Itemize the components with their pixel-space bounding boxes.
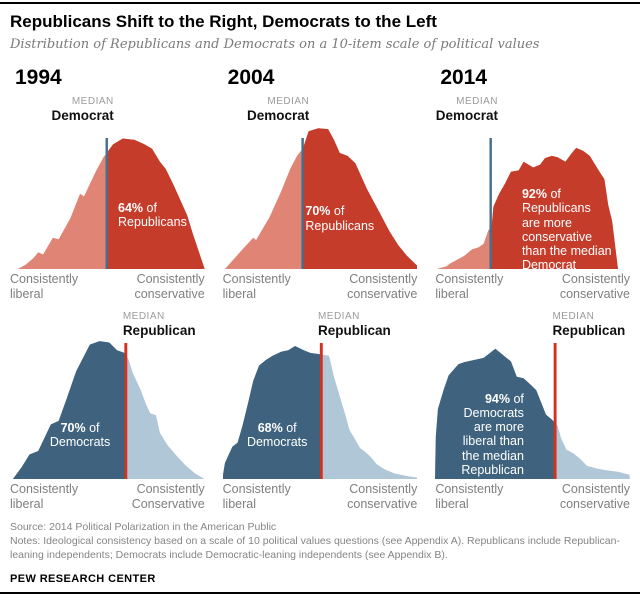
- axis-label-liberal: Consistently liberal: [222, 482, 291, 511]
- median-kicker-label: MEDIAN: [552, 311, 595, 322]
- median-party-label: Republican: [317, 323, 391, 338]
- distribution-curve-republicans-2014: [437, 138, 619, 269]
- median-marker-label: MEDIAN Republican: [123, 311, 196, 338]
- median-party-label: Republican: [552, 323, 626, 338]
- bottom-rule: [0, 592, 640, 595]
- median-kicker-label: MEDIAN: [456, 96, 499, 107]
- axis-label-liberal: Consistently liberal: [435, 272, 504, 301]
- distribution-curve-democrats-2004: [222, 343, 418, 479]
- axis-label-conservative: Consistently Conservative: [131, 482, 205, 511]
- axis-labels: Consistently liberal Consistently conservat…: [435, 272, 630, 301]
- year-heading-1994: 1994: [15, 66, 62, 89]
- axis-label-liberal: Consistently liberal: [435, 482, 504, 511]
- median-marker-label: MEDIAN Democrat: [436, 96, 498, 123]
- median-kicker-label: MEDIAN: [71, 96, 114, 107]
- pct-annotation-republicans-2004: 70% of Republicans: [305, 204, 375, 233]
- axis-labels: Consistently liberal Consistently conservat…: [435, 482, 630, 511]
- page-subtitle: Distribution of Republicans and Democrat…: [10, 37, 540, 52]
- distribution-curve-republicans-2004: [224, 128, 418, 269]
- chart-panel-republicans-2014: 2014 MEDIAN Democrat 92% of Republicans are m…: [435, 52, 630, 301]
- axis-label-conservative: Consistently conservative: [559, 272, 630, 301]
- median-kicker-label: MEDIAN: [122, 311, 165, 322]
- pct-annotation-republicans-2014: 92% of Republicans are more conservative tha…: [521, 187, 612, 273]
- axis-label-liberal: Consistently liberal: [10, 272, 79, 301]
- median-marker-label: MEDIAN Republican: [318, 311, 391, 338]
- axis-label-conservative: Consistently conservative: [347, 482, 418, 511]
- chart-panel-republicans-1994: 1994 MEDIAN Democrat 64% of Republicans Consi…: [10, 52, 205, 301]
- distribution-curve-democrats-2014: [435, 343, 630, 479]
- distribution-plot: 68% of Democrats: [222, 339, 418, 479]
- median-party-label: Democrat: [247, 108, 310, 123]
- axis-label-liberal: Consistently liberal: [10, 482, 79, 511]
- pct-annotation-democrats-1994: 70% of Democrats: [49, 420, 111, 450]
- chart-panel-democrats-2014: MEDIAN Republican 94% of Democrats are more l…: [435, 309, 630, 511]
- page-title: Republicans Shift to the Right, Democrat…: [10, 12, 437, 31]
- methodology-note: Notes: Ideological consistency based on …: [10, 534, 620, 561]
- pct-annotation-republicans-1994: 64% of Republicans: [118, 200, 187, 230]
- axis-label-conservative: Consistently conservative: [347, 272, 418, 301]
- median-marker-label: MEDIAN Democrat: [51, 96, 113, 123]
- chart-panel-republicans-2004: 2004 MEDIAN Democrat 70% of Republicans Consi…: [223, 52, 418, 301]
- distribution-plot: 94% of Democrats are more liberal than the m…: [435, 339, 630, 479]
- axis-label-liberal: Consistently liberal: [222, 272, 291, 301]
- top-rule: [0, 2, 640, 4]
- median-marker-label: MEDIAN Democrat: [247, 96, 309, 123]
- median-label-zone: MEDIAN Democrat: [435, 90, 630, 124]
- axis-labels: Consistently liberal Consistently conservat…: [223, 272, 418, 301]
- year-heading-2014: 2014: [440, 66, 488, 89]
- median-label-zone: MEDIAN Democrat: [223, 90, 418, 124]
- axis-labels: Consistently liberal Consistently conservat…: [10, 272, 205, 301]
- median-label-zone: MEDIAN Republican: [10, 309, 205, 339]
- median-label-zone: MEDIAN Republican: [223, 309, 418, 339]
- pct-annotation-democrats-2014: 94% of Democrats are more liberal than the m…: [461, 391, 524, 477]
- footer: Source: 2014 Political Polarization in t…: [0, 511, 640, 586]
- source-note: Source: 2014 Political Polarization in t…: [10, 521, 277, 533]
- axis-labels: Consistently liberal Consistently conservat…: [223, 482, 418, 511]
- distribution-plot: 70% of Democrats: [10, 339, 205, 479]
- median-marker-label: MEDIAN Republican: [552, 311, 625, 338]
- axis-label-conservative: Consistently conservative: [559, 482, 630, 511]
- pct-annotation-democrats-2004: 68% of Democrats: [246, 420, 308, 450]
- distribution-plot: 70% of Republicans: [223, 124, 418, 269]
- header: Republicans Shift to the Right, Democrat…: [0, 4, 640, 52]
- median-party-label: Democrat: [435, 108, 499, 123]
- chart-panel-democrats-1994: MEDIAN Republican 70% of Democrats Consisten…: [10, 309, 205, 511]
- median-kicker-label: MEDIAN: [317, 311, 360, 322]
- median-label-zone: MEDIAN Democrat: [10, 90, 205, 124]
- median-kicker-label: MEDIAN: [267, 96, 310, 107]
- brand-footer: PEW RESEARCH CENTER: [10, 572, 156, 585]
- axis-label-conservative: Consistently conservative: [134, 272, 205, 301]
- distribution-curve-republicans-1994: [17, 138, 205, 269]
- distribution-curve-democrats-1994: [12, 341, 205, 479]
- chart-panel-democrats-2004: MEDIAN Republican 68% of Democrats Consisten…: [222, 309, 418, 511]
- median-party-label: Republican: [122, 323, 196, 338]
- median-label-zone: MEDIAN Republican: [435, 309, 630, 339]
- distribution-plot: 64% of Republicans: [10, 124, 205, 269]
- distribution-plot: 92% of Republicans are more conservative tha…: [435, 124, 630, 272]
- median-party-label: Democrat: [51, 108, 114, 123]
- chart-grid: 1994 MEDIAN Democrat 64% of Republicans Consi…: [0, 52, 640, 511]
- year-heading-2004: 2004: [227, 66, 275, 89]
- axis-labels: Consistently liberal Consistently Conservat…: [10, 482, 205, 511]
